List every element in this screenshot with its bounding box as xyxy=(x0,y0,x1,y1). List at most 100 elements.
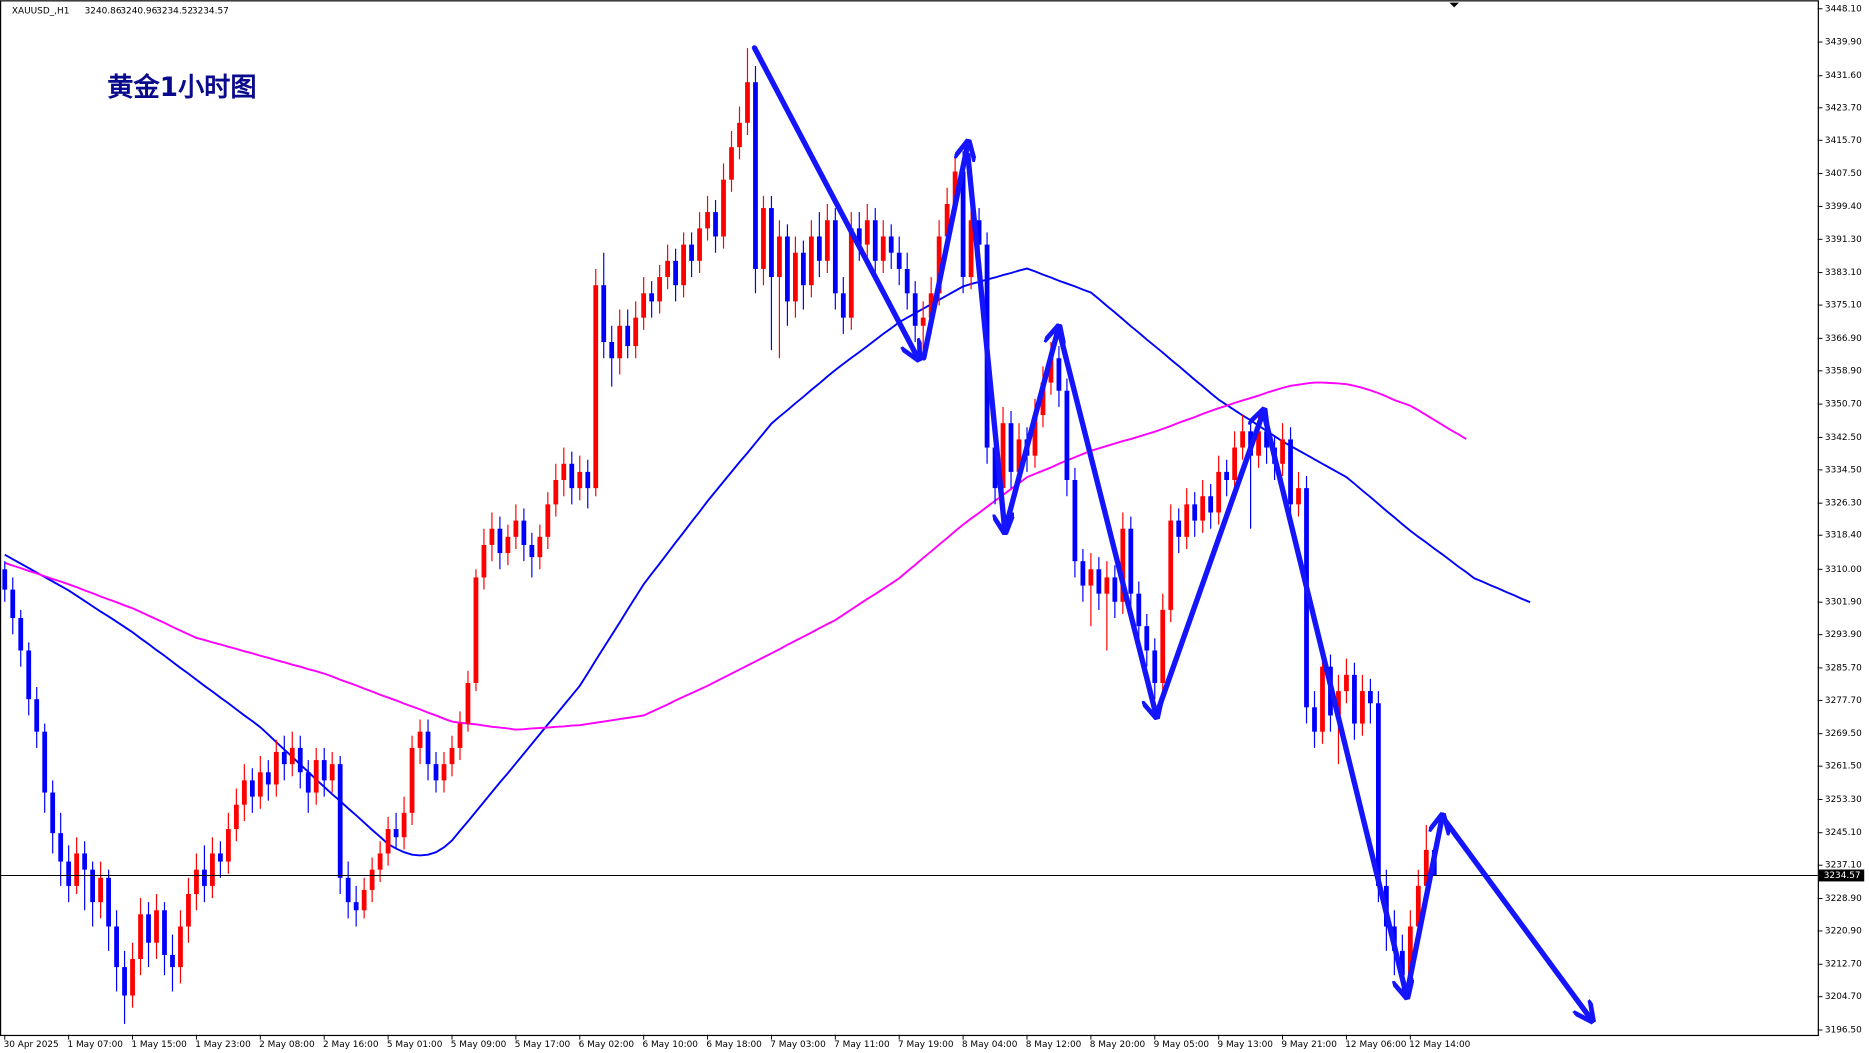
candle-body xyxy=(1184,504,1190,537)
candle-body xyxy=(385,829,391,854)
candle-body xyxy=(936,236,942,294)
candle-body xyxy=(1064,390,1070,481)
candle-body xyxy=(713,212,718,237)
x-tick-label: 7 May 19:00 xyxy=(898,1040,954,1050)
candle-body xyxy=(1136,593,1142,627)
y-tick-label: 3277.70 xyxy=(1825,696,1862,706)
candle-body xyxy=(321,760,327,781)
candle-body xyxy=(1008,423,1014,472)
candle-body xyxy=(521,520,527,545)
candle-body xyxy=(154,910,159,943)
candle-body xyxy=(130,958,135,996)
y-tick-label: 3285.70 xyxy=(1825,663,1862,673)
candle-body xyxy=(761,208,766,269)
y-tick-label: 3350.70 xyxy=(1825,400,1862,410)
y-tick-label: 3423.70 xyxy=(1825,103,1862,113)
header-low: 3234.52 xyxy=(156,6,193,16)
candle-body xyxy=(513,520,519,537)
candle-body xyxy=(1336,691,1341,716)
candle-body xyxy=(1176,520,1182,537)
arrow xyxy=(1260,408,1406,995)
candle-body xyxy=(968,220,974,278)
candle-body xyxy=(1423,849,1429,886)
candle-body xyxy=(257,772,263,797)
candle-body xyxy=(577,471,583,489)
candle-body xyxy=(473,577,479,683)
candle-body xyxy=(1040,382,1046,416)
candle-body xyxy=(824,220,830,261)
candle-body xyxy=(808,236,814,286)
candle-body xyxy=(377,853,383,870)
candle-body xyxy=(465,682,471,724)
y-tick-label: 3237.10 xyxy=(1825,861,1862,871)
ma-line xyxy=(4,381,1467,731)
candle-body xyxy=(433,764,439,781)
y-tick-label: 3358.90 xyxy=(1825,366,1862,376)
candle-body xyxy=(1368,691,1373,704)
candle-body xyxy=(18,618,24,651)
candle-body xyxy=(1288,439,1293,505)
candle-body xyxy=(178,926,183,968)
candle-body xyxy=(1192,504,1198,521)
candle-body xyxy=(273,751,279,785)
candle-body xyxy=(1224,471,1230,481)
candle-body xyxy=(313,760,319,793)
candle-body xyxy=(505,536,511,554)
candle-body xyxy=(928,293,934,318)
y-tick-label: 3245.10 xyxy=(1825,828,1862,838)
candle-body xyxy=(1200,496,1206,521)
candle-body xyxy=(241,780,247,805)
y-tick-label: 3431.60 xyxy=(1825,71,1862,81)
chart-title: 黄金1小时图 xyxy=(107,72,256,103)
candle-body xyxy=(856,228,862,245)
candle-body xyxy=(689,244,694,261)
candle-body xyxy=(305,772,311,793)
candle-body xyxy=(26,650,32,700)
candle-body xyxy=(944,204,950,237)
candle-body xyxy=(904,268,910,294)
x-tick-label: 8 May 20:00 xyxy=(1090,1040,1146,1050)
candle-body xyxy=(1240,431,1246,448)
candle-body xyxy=(1232,447,1238,481)
candle-body xyxy=(649,293,655,302)
candle-body xyxy=(265,772,271,785)
candle-body xyxy=(1352,674,1357,724)
x-tick-label: 9 May 05:00 xyxy=(1154,1040,1210,1050)
candle-body xyxy=(281,751,287,765)
candle-body xyxy=(801,252,806,286)
candle-body xyxy=(1407,926,1413,976)
y-tick-label: 3375.10 xyxy=(1825,301,1862,311)
y-tick-label: 3334.50 xyxy=(1825,465,1862,475)
candle-body xyxy=(393,829,399,838)
x-tick-label: 12 May 06:00 xyxy=(1345,1040,1407,1050)
candle-body xyxy=(1072,480,1078,562)
candle-body xyxy=(1096,569,1102,594)
x-tick-label: 1 May 23:00 xyxy=(195,1040,251,1050)
x-tick-label: 1 May 15:00 xyxy=(131,1040,187,1050)
candle-body xyxy=(1032,415,1038,456)
x-tick-label: 30 Apr 2025 xyxy=(4,1040,59,1050)
candle-body xyxy=(106,877,111,927)
candle-body xyxy=(585,471,591,489)
candle-body xyxy=(1128,528,1134,594)
arrow xyxy=(751,45,918,358)
y-tick-label: 3261.50 xyxy=(1825,762,1862,772)
candle-body xyxy=(848,228,854,318)
x-tick-label: 12 May 14:00 xyxy=(1409,1040,1471,1050)
candle-body xyxy=(721,179,726,237)
candle-body xyxy=(888,236,894,253)
candle-body xyxy=(441,764,447,781)
y-tick-label: 3253.30 xyxy=(1825,795,1862,805)
candle-body xyxy=(449,747,455,765)
candle-body xyxy=(673,260,678,286)
candle-body xyxy=(657,277,663,302)
y-tick-label: 3415.70 xyxy=(1825,136,1862,146)
candle-body xyxy=(1080,561,1086,586)
x-tick-label: 2 May 08:00 xyxy=(259,1040,315,1050)
candle-body xyxy=(769,208,774,278)
candle-body xyxy=(146,914,151,943)
arrow xyxy=(1153,411,1263,719)
candle-body xyxy=(2,569,8,590)
y-tick-label: 3366.90 xyxy=(1825,334,1862,344)
candle-body xyxy=(90,869,95,903)
